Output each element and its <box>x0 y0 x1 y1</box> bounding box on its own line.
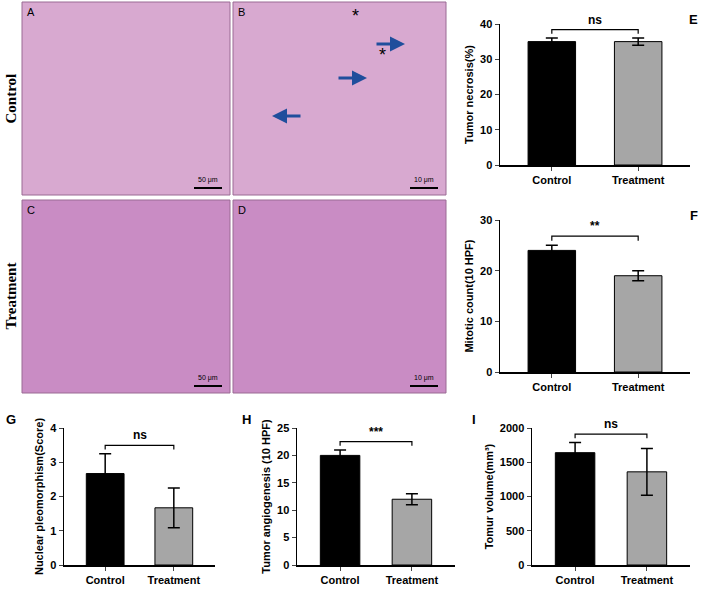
svg-text:H: H <box>242 412 251 427</box>
svg-text:20: 20 <box>480 88 492 100</box>
svg-text:Treatment: Treatment <box>386 574 439 586</box>
svg-text:D: D <box>238 204 246 216</box>
svg-text:0: 0 <box>518 559 524 571</box>
svg-text:***: *** <box>369 425 383 439</box>
svg-text:Treatment: Treatment <box>148 574 201 586</box>
svg-text:I: I <box>472 412 476 427</box>
svg-text:Treatment: Treatment <box>612 381 665 393</box>
svg-text:A: A <box>27 6 35 18</box>
svg-text:5: 5 <box>283 531 289 543</box>
svg-text:25: 25 <box>277 422 289 434</box>
svg-text:Mitotic count(10 HPF): Mitotic count(10 HPF) <box>463 239 475 352</box>
svg-text:G: G <box>6 412 16 427</box>
svg-text:Control: Control <box>532 174 571 186</box>
svg-text:**: ** <box>590 219 600 233</box>
svg-text:B: B <box>238 6 245 18</box>
svg-text:2: 2 <box>50 490 56 502</box>
svg-text:*: * <box>352 6 359 26</box>
svg-text:Control: Control <box>86 574 125 586</box>
svg-text:ns: ns <box>604 417 618 431</box>
svg-text:40: 40 <box>480 18 492 30</box>
svg-text:0: 0 <box>486 366 492 378</box>
svg-text:3: 3 <box>50 456 56 468</box>
svg-text:50 μm: 50 μm <box>198 374 218 382</box>
svg-text:*: * <box>379 45 386 65</box>
svg-text:Control: Control <box>321 574 360 586</box>
svg-text:Treatment: Treatment <box>621 574 674 586</box>
svg-text:10 μm: 10 μm <box>414 374 434 382</box>
svg-text:500: 500 <box>506 525 524 537</box>
svg-text:ns: ns <box>133 428 147 442</box>
svg-text:Treatment: Treatment <box>612 174 665 186</box>
svg-text:Nuclear pleomorphism(Score): Nuclear pleomorphism(Score) <box>33 418 45 575</box>
svg-text:4: 4 <box>50 422 57 434</box>
svg-text:30: 30 <box>480 53 492 65</box>
svg-text:Tomur volume(mm³): Tomur volume(mm³) <box>483 443 495 549</box>
svg-text:50 μm: 50 μm <box>198 176 218 184</box>
svg-text:Tumor angiogenesis (10 HPF): Tumor angiogenesis (10 HPF) <box>260 419 272 574</box>
svg-text:15: 15 <box>277 477 289 489</box>
svg-text:Treatment: Treatment <box>3 263 19 330</box>
svg-text:10: 10 <box>480 315 492 327</box>
svg-text:E: E <box>689 12 698 27</box>
svg-text:Tumor necrosis(%): Tumor necrosis(%) <box>463 45 475 144</box>
svg-text:30: 30 <box>480 214 492 226</box>
svg-text:Control: Control <box>532 381 571 393</box>
svg-text:0: 0 <box>283 559 289 571</box>
svg-text:10: 10 <box>277 504 289 516</box>
svg-text:10: 10 <box>480 124 492 136</box>
svg-text:Control: Control <box>556 574 595 586</box>
svg-text:Control: Control <box>3 74 19 124</box>
svg-text:20: 20 <box>277 449 289 461</box>
svg-text:ns: ns <box>588 13 602 27</box>
svg-text:1000: 1000 <box>500 490 524 502</box>
svg-text:1500: 1500 <box>500 456 524 468</box>
svg-text:1: 1 <box>50 525 56 537</box>
svg-text:F: F <box>690 208 698 223</box>
svg-text:2000: 2000 <box>500 422 524 434</box>
svg-text:C: C <box>27 204 35 216</box>
svg-text:0: 0 <box>50 559 56 571</box>
svg-text:20: 20 <box>480 265 492 277</box>
svg-text:10 μm: 10 μm <box>414 176 434 184</box>
svg-text:0: 0 <box>486 159 492 171</box>
